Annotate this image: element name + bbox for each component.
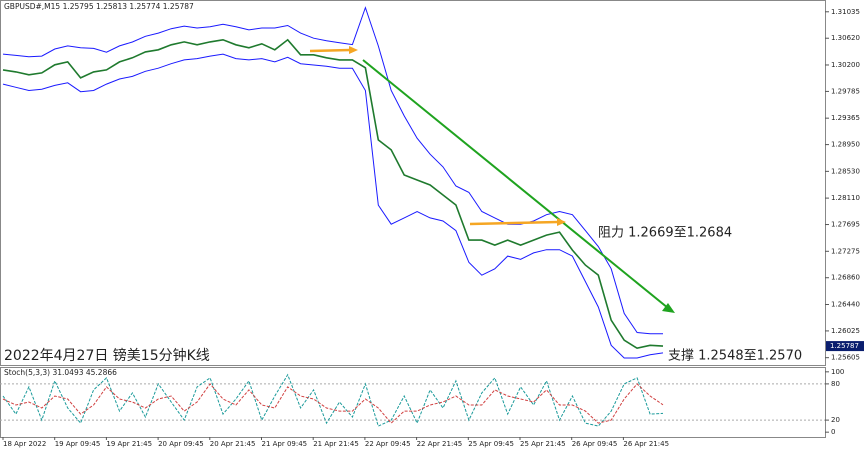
x-tick-label: 19 Apr 09:45 [55,440,101,448]
x-tick-label: 26 Apr 21:45 [623,440,669,448]
main-panel [0,0,826,366]
y-tick-label: 1.29785 [831,87,860,95]
trend-arrow [662,303,675,313]
arrow-head [349,46,358,54]
y-tick-label: 0 [831,428,835,436]
series-line [2,53,664,359]
y-tick-label: 80 [831,380,840,388]
y-tick-label: 100 [831,368,844,376]
series-line [2,38,664,350]
x-tick-label: 25 Apr 09:45 [468,440,514,448]
y-tick-label: 1.28530 [831,167,860,175]
annotation: 支撑 1.2548至1.2570 [668,349,802,364]
y-tick-label: 1.30620 [831,34,860,42]
y-tick-label: 1.30200 [831,61,860,69]
x-tick-label: 21 Apr 21:45 [313,440,359,448]
arrow-head [557,218,566,226]
chart-title: GBPUSD#,M15 1.25795 1.25813 1.25774 1.25… [4,2,194,11]
x-tick-label: 26 Apr 09:45 [572,440,618,448]
y-tick-label: 1.25605 [831,354,860,362]
y-tick-label: 1.27275 [831,247,860,255]
series-line [2,373,664,427]
y-tick-label: 1.28950 [831,141,860,149]
x-tick-label: 18 Apr 2022 [3,440,46,448]
series-line [2,383,664,424]
y-tick-label: 1.31035 [831,8,860,16]
y-tick-label: 1.26860 [831,274,860,282]
series-line [2,6,663,335]
x-tick-label: 22 Apr 21:45 [417,440,463,448]
y-tick-label: 1.29365 [831,114,860,122]
stoch-panel [0,367,826,438]
indicator-title: Stoch(5,3,3) 31.0493 45.2866 [4,368,117,377]
y-tick-label: 1.28110 [831,194,860,202]
caption: 2022年4月27日 镑美15分钟K线 [4,347,210,364]
y-tick-label: 1.26440 [831,300,860,308]
arrow-line [309,48,351,53]
x-tick-label: 19 Apr 21:45 [106,440,152,448]
annotation: 阻力 1.2669至1.2684 [598,226,732,241]
y-tick-label: 1.26025 [831,327,860,335]
x-tick-label: 20 Apr 21:45 [210,440,256,448]
arrow-line [469,220,559,226]
y-tick-label: 20 [831,416,840,424]
x-tick-label: 22 Apr 09:45 [365,440,411,448]
x-tick-label: 25 Apr 21:45 [520,440,566,448]
price-tag [826,341,864,352]
x-tick-label: 20 Apr 09:45 [158,440,204,448]
trend-line [362,59,669,309]
y-tick-label: 1.27695 [831,221,860,229]
x-tick-label: 21 Apr 09:45 [262,440,308,448]
price-tag-label: 1.25787 [830,342,859,350]
